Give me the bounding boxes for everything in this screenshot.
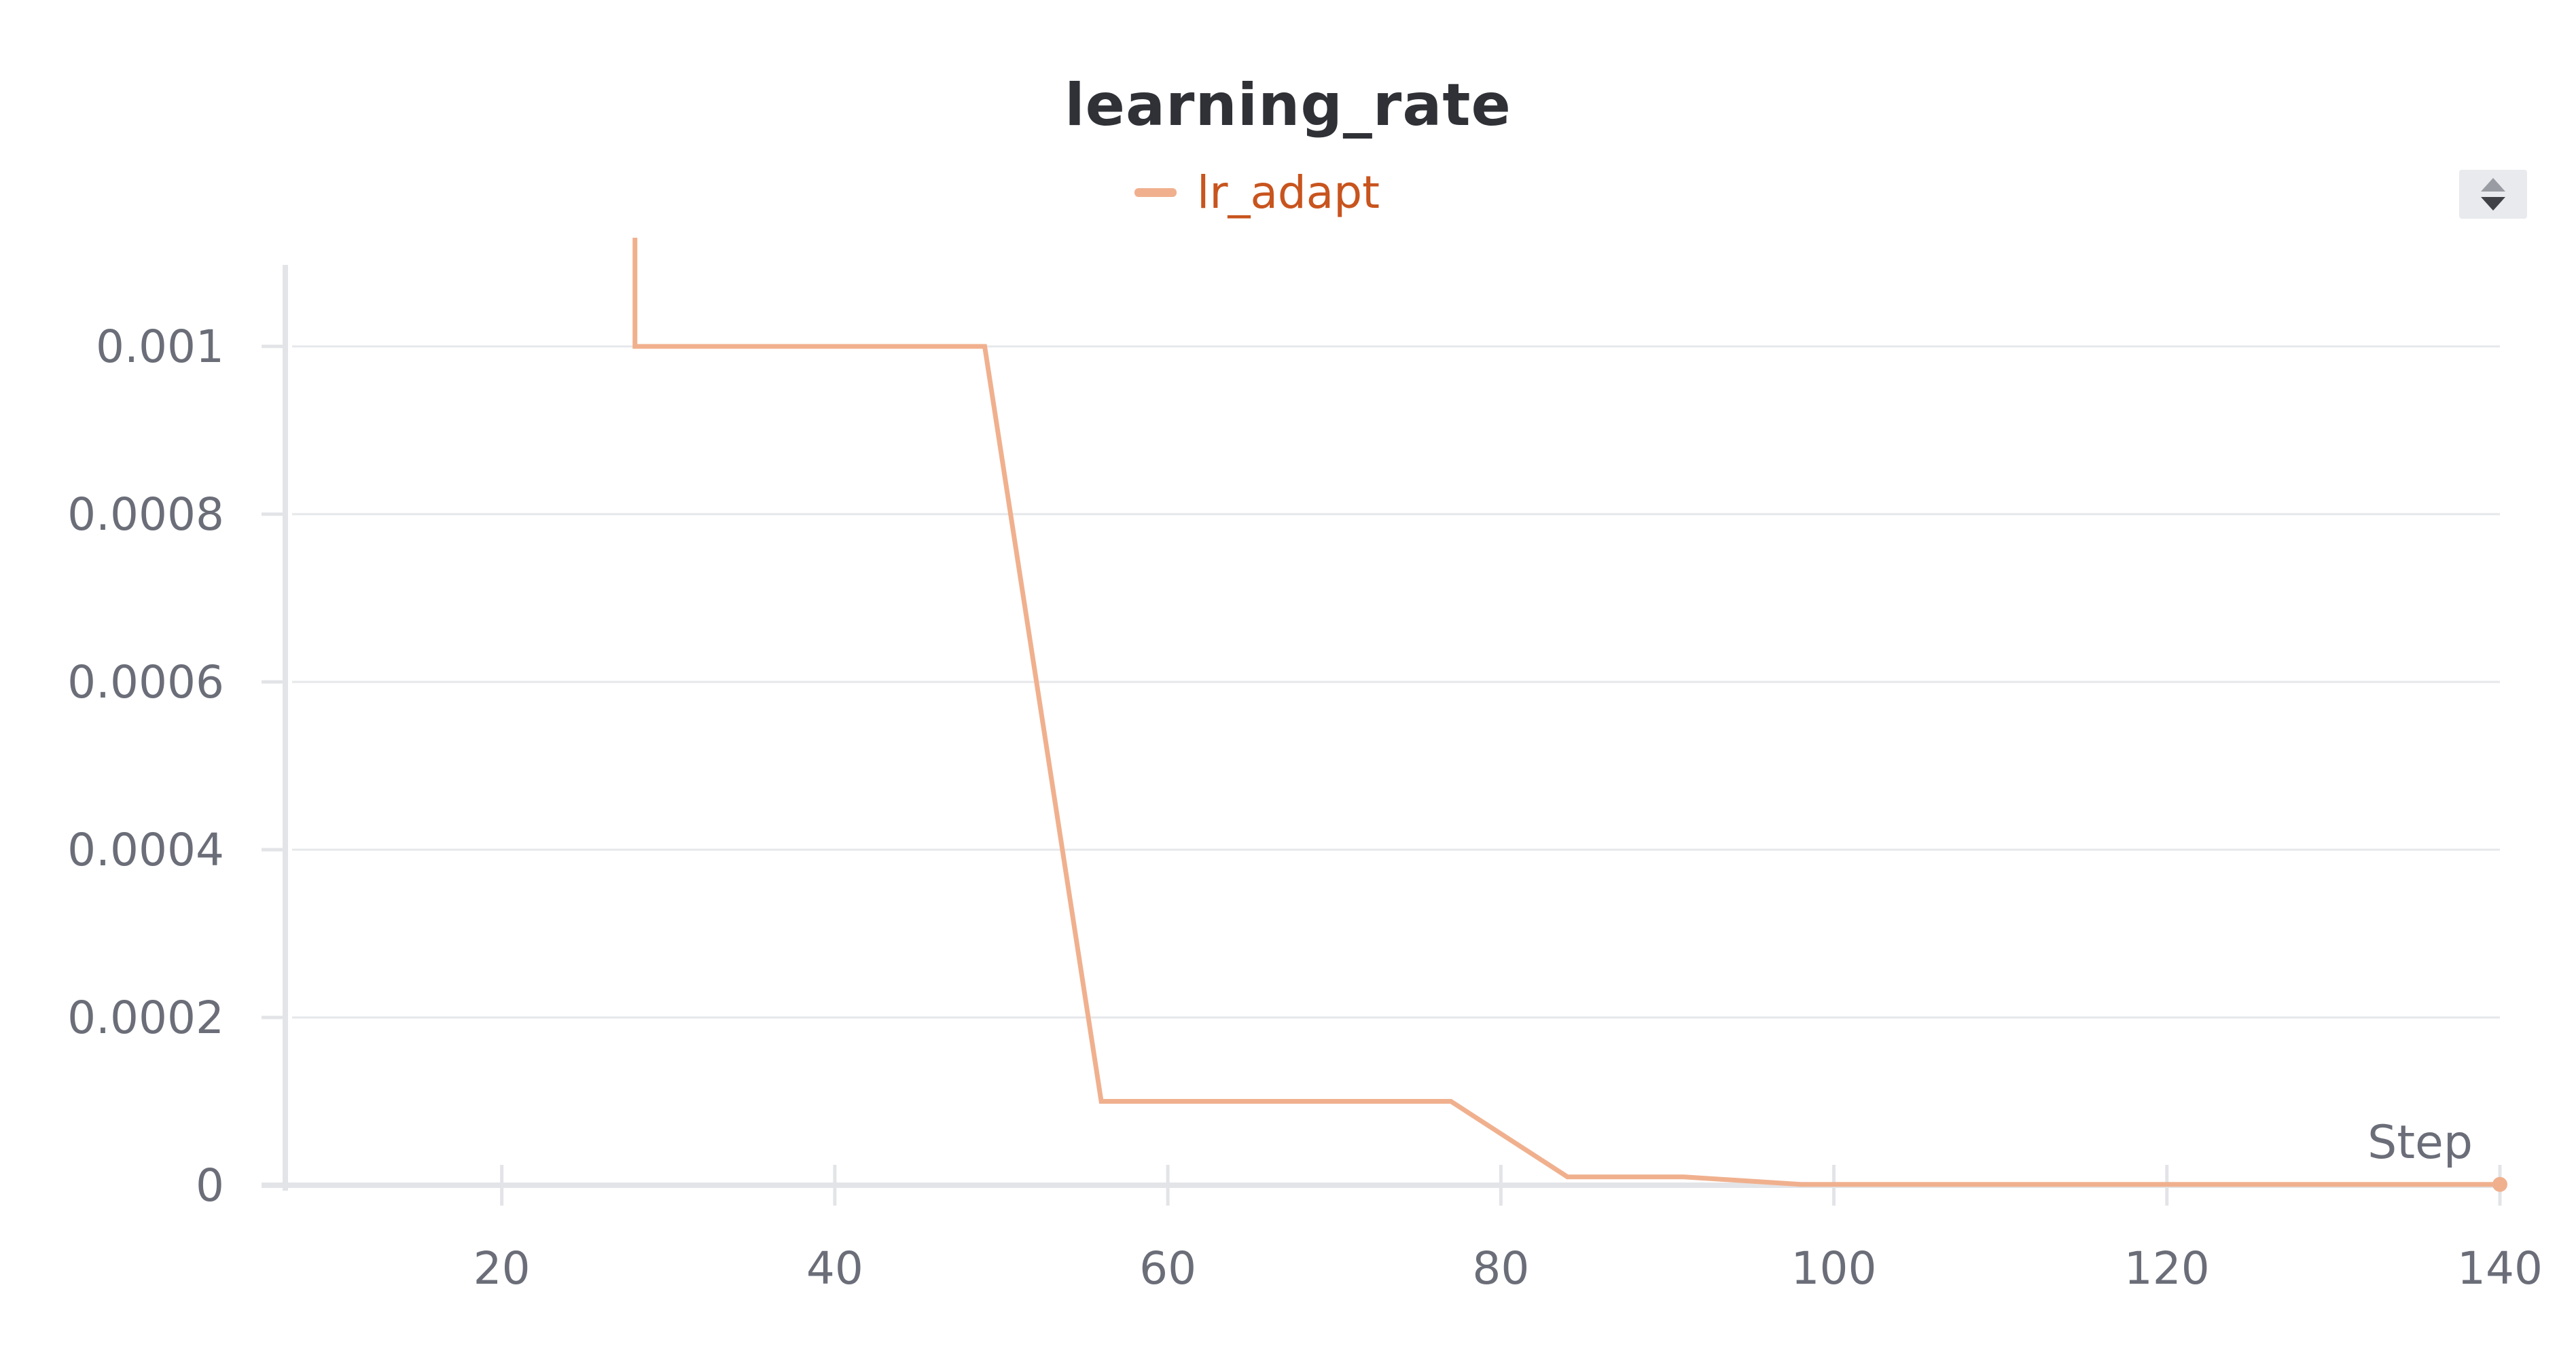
y-tick-label: 0.0002 — [67, 992, 224, 1044]
legend-swatch — [1134, 188, 1177, 197]
y-tick-label: 0.0006 — [67, 656, 224, 708]
series-group — [632, 238, 2507, 1192]
x-tick-label: 140 — [2457, 1242, 2543, 1295]
x-tick-label: 60 — [1139, 1242, 1196, 1295]
chart-title: learning_rate — [1065, 71, 1511, 139]
scroll-down-icon[interactable] — [2481, 197, 2505, 211]
x-axis-title: Step — [2367, 1116, 2473, 1170]
y-tick-label: 0 — [196, 1159, 224, 1212]
grid-lines — [292, 345, 2500, 1019]
axes — [262, 265, 2507, 1191]
x-axis-ticks: 20 40 60 80 100 120 140 — [473, 1165, 2543, 1295]
y-tick-label: 0.0004 — [67, 824, 224, 876]
y-tick-label: 0.0008 — [67, 488, 224, 541]
scroll-up-icon[interactable] — [2481, 178, 2505, 192]
x-tick-label: 40 — [806, 1242, 863, 1295]
y-axis-ticks: 0 0.0002 0.0004 0.0006 0.0008 0.001 — [67, 321, 285, 1212]
y-tick-label: 0.001 — [96, 321, 224, 373]
series-last-point — [2492, 1176, 2507, 1192]
legend-label-lr-adapt[interactable]: lr_adapt — [1197, 166, 1380, 219]
x-tick-label: 120 — [2124, 1242, 2210, 1295]
legend[interactable]: lr_adapt — [1134, 166, 1380, 219]
x-tick-label: 20 — [473, 1242, 531, 1295]
legend-scroll-control[interactable] — [2459, 170, 2527, 219]
series-line-lr_adapt — [632, 238, 2500, 1187]
x-tick-label: 100 — [1791, 1242, 1877, 1295]
x-tick-label: 80 — [1472, 1242, 1529, 1295]
